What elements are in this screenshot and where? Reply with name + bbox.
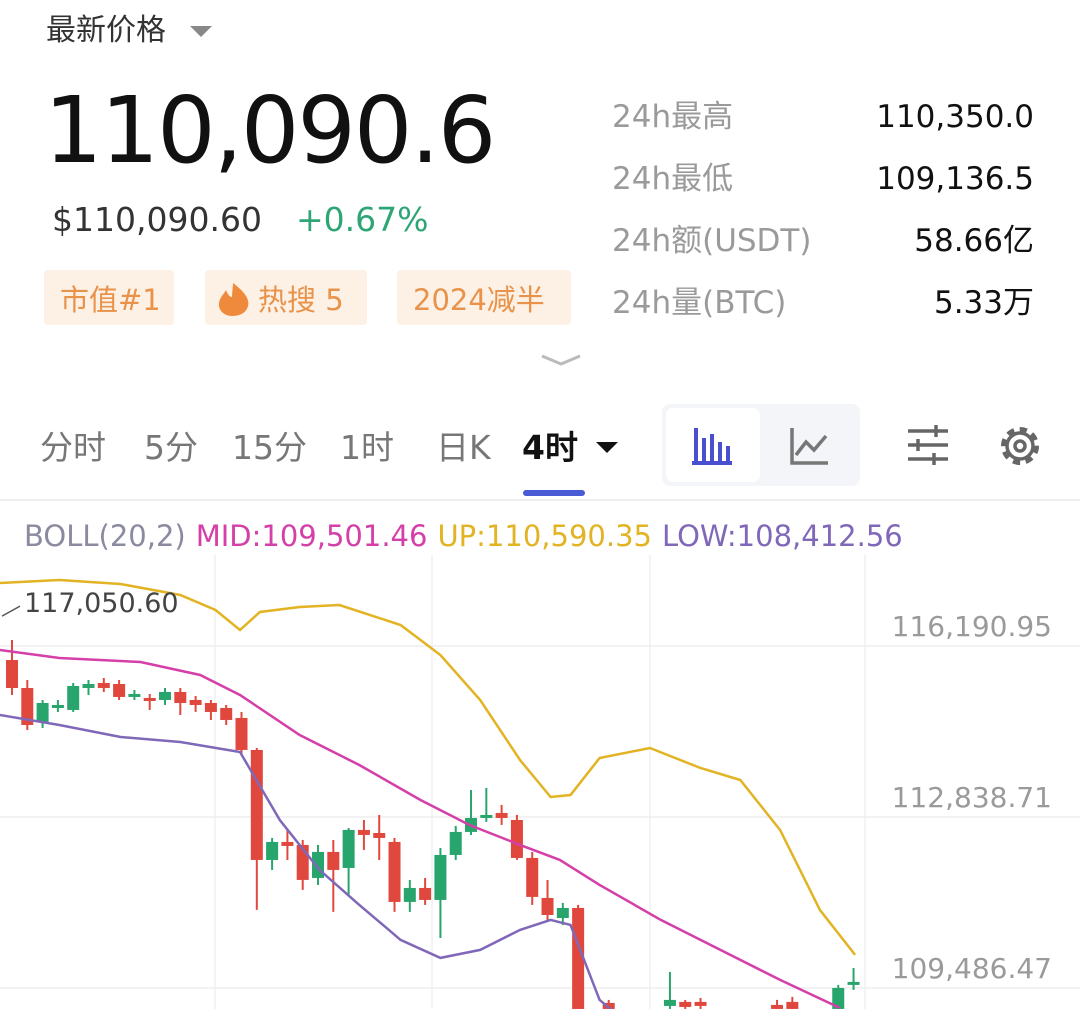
- candle-body: [495, 812, 508, 818]
- candle-body: [235, 717, 248, 750]
- candle-body: [357, 829, 370, 835]
- y-tick-label: 109,486.47: [892, 952, 1052, 985]
- candle-body: [51, 704, 64, 708]
- indicator-icon[interactable]: [908, 425, 948, 465]
- candle-body: [189, 699, 202, 705]
- candle-body: [143, 697, 156, 701]
- candle-body: [679, 1001, 692, 1007]
- candle-body: [128, 694, 141, 697]
- bar-chart-icon[interactable]: [692, 428, 732, 465]
- tag-label: 热搜 5: [258, 283, 344, 317]
- tag[interactable]: [397, 270, 571, 325]
- candle-body: [67, 685, 80, 710]
- y-tick-label: 112,838.71: [892, 781, 1052, 814]
- candle-body: [510, 819, 523, 858]
- usd-price: $110,090.60: [52, 200, 262, 239]
- candle-body: [373, 832, 386, 838]
- candle-body: [174, 691, 187, 703]
- candle-body: [159, 691, 172, 700]
- vertical-grid: [214, 555, 866, 1009]
- candle-body: [403, 887, 416, 902]
- candle-body: [113, 684, 126, 697]
- candle-body: [847, 981, 860, 985]
- timeframe-tab[interactable]: 4时: [522, 428, 578, 467]
- last-price: 110,090.6: [44, 77, 494, 184]
- timeframe-tab[interactable]: 15分: [232, 428, 307, 467]
- expand-chevron[interactable]: [541, 354, 581, 366]
- candle-body: [832, 987, 845, 1009]
- candle-body: [281, 841, 294, 846]
- candle-body: [786, 1001, 799, 1009]
- candle-body: [434, 854, 447, 900]
- legend-entry: UP:110,590.35: [437, 519, 652, 553]
- candle-body: [97, 682, 110, 688]
- boll-line: [0, 713, 612, 1009]
- indicator-legend: BOLL(20,2) MID:109,501.46 UP:110,590.35 LOW…: [24, 519, 903, 553]
- candle-body: [82, 684, 95, 688]
- indicator-name: BOLL(20,2): [24, 519, 186, 553]
- candle-body: [21, 687, 34, 725]
- tag[interactable]: [205, 270, 367, 325]
- stat-value: 58.66亿: [914, 223, 1034, 259]
- dropdown-arrow[interactable]: [596, 442, 618, 453]
- candle-body: [5, 659, 18, 688]
- stat-label: 24h最低: [612, 161, 733, 197]
- candle-body: [388, 841, 401, 902]
- price-change: +0.67%: [296, 200, 428, 239]
- section-title[interactable]: 最新价格: [46, 13, 166, 48]
- stat-label: 24h量(BTC): [612, 285, 786, 321]
- candle-body: [480, 814, 493, 818]
- candle-body: [541, 897, 554, 915]
- legend-entry: MID:109,501.46: [196, 519, 428, 553]
- stat-value: 109,136.5: [876, 161, 1034, 197]
- candle-body: [204, 702, 217, 712]
- candle-body: [694, 1001, 707, 1006]
- candle-body: [556, 907, 569, 918]
- candle-body: [663, 999, 676, 1006]
- candle-body: [327, 851, 340, 870]
- candle-body: [342, 829, 355, 868]
- candle-body: [572, 907, 585, 1009]
- candle-body: [220, 707, 233, 720]
- candle-body: [771, 1004, 784, 1009]
- boll-line: [0, 578, 857, 956]
- candle-body: [419, 887, 432, 900]
- candle-body: [266, 841, 279, 860]
- max-leader: [1, 605, 21, 617]
- y-tick-label: 116,190.95: [892, 610, 1052, 643]
- legend-entry: LOW:108,412.56: [662, 519, 903, 553]
- candle-body: [312, 851, 325, 878]
- candle-body: [602, 1002, 615, 1009]
- tag[interactable]: [44, 270, 174, 325]
- timeframe-tab[interactable]: 分时: [40, 428, 106, 467]
- timeframe-tab[interactable]: 1时: [340, 428, 394, 467]
- stat-label: 24h额(USDT): [612, 223, 811, 259]
- timeframe-tab[interactable]: 5分: [144, 428, 198, 467]
- tab-underline: [523, 490, 585, 496]
- fire-icon: [218, 283, 249, 316]
- boll-line: [0, 648, 841, 1009]
- candle-body: [526, 857, 539, 897]
- tag-label: 市值#1: [60, 283, 161, 317]
- line-chart-icon[interactable]: [790, 428, 828, 465]
- timeframe-tab[interactable]: 日K: [436, 428, 492, 467]
- stat-value: 110,350.0: [876, 99, 1034, 135]
- candle-body: [250, 749, 263, 860]
- candle-body: [449, 831, 462, 855]
- stat-value: 5.33万: [934, 285, 1034, 321]
- max-label: 117,050.60: [24, 588, 179, 619]
- settings-icon[interactable]: [1001, 427, 1039, 465]
- stat-label: 24h最高: [612, 99, 733, 135]
- dropdown-arrow[interactable]: [190, 26, 212, 37]
- candle-body: [36, 702, 49, 722]
- tag-label: 2024减半: [413, 283, 545, 317]
